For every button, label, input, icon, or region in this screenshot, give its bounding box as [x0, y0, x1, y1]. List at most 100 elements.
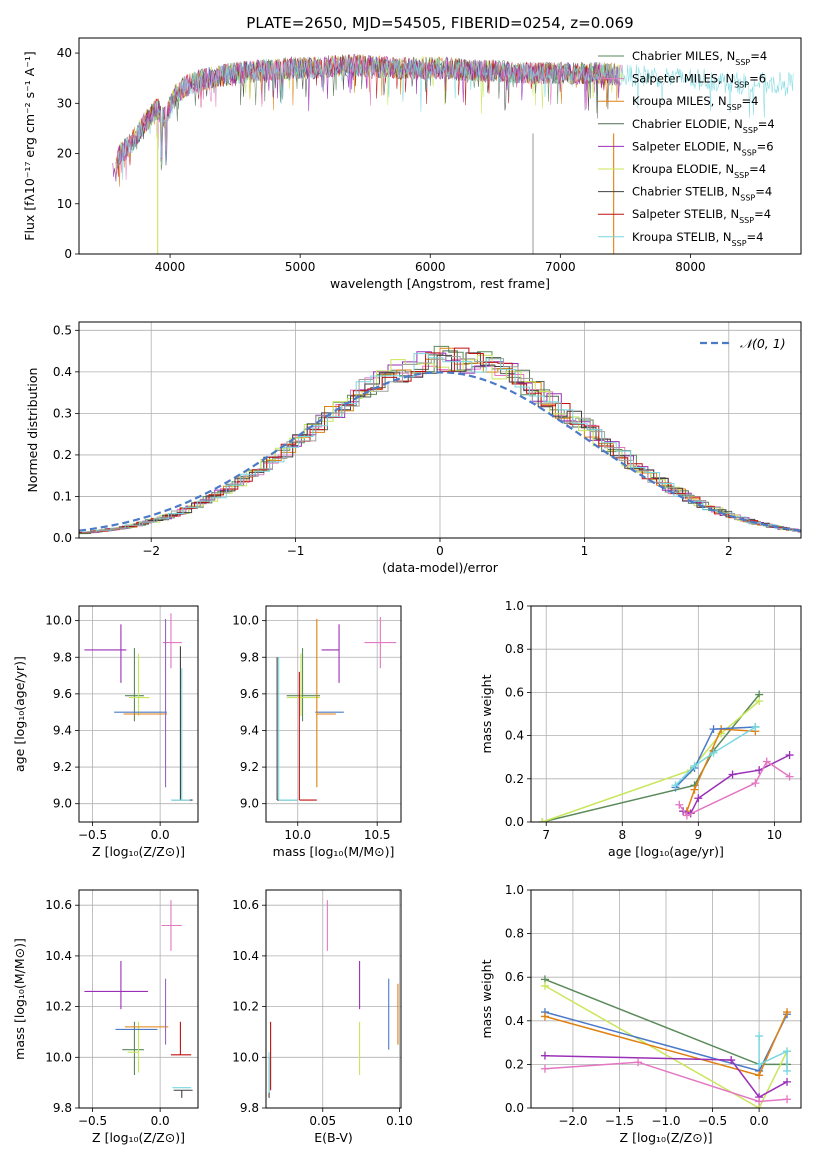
y-tick-label: 9.2	[53, 760, 72, 774]
weight-series-line	[544, 1054, 788, 1099]
y-tick-label: 10.4	[232, 949, 259, 963]
x-tick-label: 7	[542, 828, 550, 842]
y-tick-label: 0.0	[53, 531, 72, 545]
weight-series-line	[544, 1061, 788, 1103]
frame-mass-age	[265, 605, 402, 823]
x-tick-label: −2.0	[558, 1114, 587, 1128]
histogram-series	[84, 356, 801, 533]
y-tick-label: 0.0	[505, 815, 524, 829]
weight-marker	[785, 772, 794, 781]
x-tick-label: −0.5	[698, 1114, 727, 1128]
weight-marker	[694, 794, 703, 803]
y-tick-label: 20	[57, 147, 72, 161]
weight-series-line	[758, 1036, 788, 1071]
y-axis-label: age [log₁₀(age/yr)]	[12, 656, 27, 772]
x-axis-label: Z [log₁₀(Z/Z⊙)]	[620, 1130, 713, 1145]
y-tick-label: 0.2	[505, 1057, 524, 1071]
plot-area-z-age	[84, 613, 193, 801]
weight-marker	[540, 1051, 549, 1060]
y-tick-label: 1.0	[505, 883, 524, 897]
y-axis-label: Normed distribution	[25, 368, 40, 493]
x-tick-label: 4000	[155, 260, 186, 274]
y-tick-label: 10.4	[45, 949, 72, 963]
legend-label: Chabrier MILES, NSSP=4	[632, 49, 767, 67]
y-tick-label: 9.0	[53, 797, 72, 811]
frame-z-age	[78, 605, 199, 823]
chart-title: PLATE=2650, MJD=54505, FIBERID=0254, z=0…	[246, 14, 633, 32]
y-tick-label: 9.4	[53, 723, 72, 737]
y-tick-label: 0.0	[505, 1101, 524, 1115]
legend-label: Chabrier ELODIE, NSSP=4	[632, 117, 775, 135]
y-tick-label: 10.6	[232, 898, 259, 912]
x-tick-label: 0.0	[151, 1114, 170, 1128]
x-tick-label: 10.0	[284, 828, 311, 842]
y-tick-label: 0.4	[505, 1014, 524, 1028]
x-tick-label: 9	[695, 828, 703, 842]
weight-marker	[538, 818, 547, 822]
panel-z-age: −0.5 0.0 9.0 9.2 9.4 9.6 9.8 10.0 Z [log₁₀(Z/Z⊙)…	[12, 605, 199, 859]
y-axis-label: mass weight	[479, 674, 494, 753]
plot-area-ebv-mass	[268, 900, 399, 1098]
x-axis-label: Z [log₁₀(Z/Z⊙)]	[92, 1130, 185, 1145]
spectrum-line	[116, 54, 623, 180]
x-tick-label: 0.0	[750, 1114, 769, 1128]
frame-residuals	[78, 321, 802, 539]
y-tick-label: 9.8	[240, 650, 259, 664]
y-tick-label: 1.0	[505, 599, 524, 613]
weight-marker	[540, 1064, 549, 1073]
y-tick-label: 30	[57, 96, 72, 110]
y-tick-label: 9.8	[53, 1101, 72, 1115]
x-tick-label: 0.10	[386, 1114, 413, 1128]
weight-series-line	[682, 754, 790, 815]
x-tick-label: 10.5	[364, 828, 391, 842]
y-tick-label: 10.2	[232, 1000, 259, 1014]
weight-marker	[682, 811, 691, 820]
x-tick-label: −0.5	[78, 1114, 107, 1128]
y-axis-label: mass weight	[479, 959, 494, 1038]
x-tick-label: 0.0	[151, 828, 170, 842]
grid-mass-age	[266, 606, 401, 822]
y-tick-label: 9.4	[240, 723, 259, 737]
legend-label: Kroupa MILES, NSSP=4	[632, 94, 758, 112]
x-axis-label: E(B-V)	[314, 1130, 353, 1145]
x-tick-label: −0.5	[78, 828, 107, 842]
x-tick-label: −1	[287, 544, 305, 558]
weight-marker	[755, 697, 764, 706]
weight-series-line	[686, 728, 756, 812]
weight-series-line	[674, 726, 756, 788]
spectrum-line	[117, 55, 794, 180]
histogram-series	[79, 347, 801, 533]
y-tick-label: 0.5	[53, 323, 72, 337]
panel-z-mass: −0.5 0.0 9.8 10.0 10.2 10.4 10.6 Z [log₁₀(Z/Z⊙)…	[12, 889, 199, 1145]
x-tick-label: 7000	[545, 260, 576, 274]
weight-marker	[709, 748, 718, 757]
normal-reference-curve	[79, 371, 801, 532]
y-tick-label: 9.8	[53, 650, 72, 664]
weight-series-line	[678, 760, 791, 817]
x-tick-label: 6000	[415, 260, 446, 274]
plot-area-residuals	[79, 345, 801, 535]
x-axis-label: mass [log₁₀(M/M⊙)]	[273, 844, 395, 859]
x-tick-label: 2	[725, 544, 733, 558]
weight-marker	[634, 1058, 643, 1067]
x-tick-label: 10	[767, 828, 782, 842]
x-tick-label: 8	[618, 828, 626, 842]
grid-ebv-mass	[266, 890, 401, 1109]
weight-marker	[755, 1060, 764, 1069]
y-axis-label: mass [log₁₀(M/M⊙)]	[12, 938, 27, 1060]
x-tick-label: 8000	[675, 260, 706, 274]
y-tick-label: 0.2	[505, 772, 524, 786]
legend-label: Salpeter STELIB, NSSP=4	[632, 207, 771, 225]
weight-marker	[785, 751, 794, 760]
y-tick-label: 0.3	[53, 406, 72, 420]
legend: Chabrier MILES, NSSP=4 Salpeter MILES, NS…	[598, 49, 775, 247]
legend-label: Kroupa ELODIE, NSSP=4	[632, 162, 766, 180]
y-tick-label: 10.2	[45, 1000, 72, 1014]
panel-age-massweight: 7 8 9 10 0.0 0.2 0.4 0.6 0.8 1.0 age [log₁₀(age/yr…	[479, 599, 802, 859]
frame-ebv-mass	[265, 889, 402, 1109]
weight-marker	[755, 1071, 764, 1080]
weight-marker	[783, 1066, 792, 1075]
weight-marker	[540, 981, 549, 990]
y-tick-label: 10.0	[45, 614, 72, 628]
